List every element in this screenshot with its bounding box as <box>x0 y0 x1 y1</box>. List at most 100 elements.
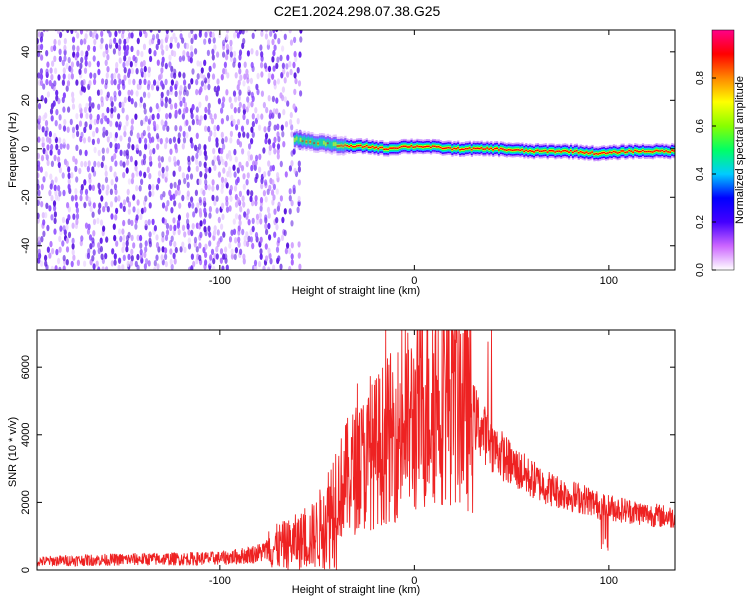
heatmap-cell <box>242 253 246 260</box>
heatmap-cell <box>71 96 75 104</box>
heatmap-cell <box>170 65 174 73</box>
heatmap-cell <box>80 160 84 168</box>
heatmap-cell <box>89 243 93 250</box>
heatmap-cell <box>529 150 532 152</box>
heatmap-cell <box>181 241 185 248</box>
heatmap-cell <box>160 67 164 74</box>
heatmap-cell <box>105 129 109 137</box>
heatmap-cell <box>65 237 69 244</box>
snr-ylabel: SNR (10 * v/v) <box>7 417 19 487</box>
heatmap-cell <box>177 214 181 221</box>
heatmap-cell <box>209 130 213 137</box>
spectrogram-ylabel: Frequency (Hz) <box>7 112 19 188</box>
heatmap-cell <box>75 79 79 86</box>
heatmap-cell <box>65 259 69 266</box>
heatmap-cell <box>37 160 41 167</box>
heatmap-cell <box>126 260 130 267</box>
heatmap-cell <box>134 260 138 268</box>
heatmap-cell <box>161 49 165 56</box>
heatmap-cell <box>622 150 625 152</box>
heatmap-cell <box>143 206 147 213</box>
heatmap-cell <box>326 142 329 145</box>
heatmap-cell <box>152 120 156 128</box>
heatmap-cell <box>242 113 246 121</box>
heatmap-cell <box>138 137 142 144</box>
heatmap-cell <box>212 229 217 237</box>
heatmap-cell <box>160 119 164 126</box>
heatmap-cell <box>281 86 285 93</box>
heatmap-cell <box>88 101 92 108</box>
heatmap-cell <box>242 201 246 208</box>
heatmap-cell <box>215 184 220 191</box>
heatmap-cell <box>89 205 93 213</box>
heatmap-cell <box>37 236 41 243</box>
heatmap-cell <box>267 125 271 133</box>
heatmap-cell <box>58 123 62 130</box>
heatmap-cell <box>106 184 110 191</box>
heatmap-cell <box>185 132 189 139</box>
heatmap-cell <box>213 85 217 93</box>
heatmap-cell <box>259 248 263 255</box>
heatmap-cell <box>464 147 468 150</box>
snr-frame <box>36 329 676 571</box>
heatmap-cell <box>259 218 263 225</box>
heatmap-cell <box>259 44 263 51</box>
heatmap-cell <box>230 253 234 260</box>
heatmap-cell <box>254 159 258 167</box>
heatmap-cell <box>297 80 302 87</box>
heatmap-cell <box>102 51 106 58</box>
heatmap-cell <box>636 150 639 152</box>
heatmap-cell <box>128 78 132 86</box>
heatmap-cell <box>37 164 41 172</box>
heatmap-cell <box>123 96 127 104</box>
heatmap-cell <box>338 145 341 147</box>
heatmap-cell <box>51 248 55 255</box>
heatmap-cell <box>130 248 134 256</box>
heatmap-cell <box>643 150 647 153</box>
heatmap-cell <box>468 147 471 149</box>
heatmap-cell <box>484 148 487 150</box>
heatmap-cell <box>222 51 226 58</box>
heatmap-cell <box>37 248 41 255</box>
heatmap-cell <box>110 213 114 220</box>
heatmap-cell <box>595 152 598 155</box>
heatmap-cell <box>297 241 301 248</box>
heatmap-cell <box>37 183 40 191</box>
heatmap-cell <box>123 67 127 74</box>
heatmap-cell <box>130 98 134 105</box>
heatmap-cell <box>62 265 66 270</box>
heatmap-cell <box>459 149 462 151</box>
heatmap-cell <box>168 137 172 145</box>
heatmap-cell <box>204 31 208 38</box>
heatmap-cell <box>246 50 250 57</box>
heatmap-cell <box>117 49 122 57</box>
heatmap-cell <box>350 144 353 147</box>
heatmap-cell <box>219 257 223 264</box>
heatmap-cell <box>54 67 58 75</box>
heatmap-cell <box>256 218 260 225</box>
heatmap-cell <box>632 151 635 153</box>
heatmap-cell <box>75 144 79 151</box>
heatmap-cell <box>144 240 148 247</box>
heatmap-cell <box>206 77 211 84</box>
heatmap-cell <box>195 132 199 139</box>
heatmap-cell <box>315 139 318 147</box>
heatmap-cell <box>125 120 129 127</box>
heatmap-cell <box>174 190 178 197</box>
heatmap-cell <box>153 266 157 270</box>
heatmap-cell <box>230 248 234 255</box>
y-tick-label: 6000 <box>20 355 32 379</box>
heatmap-cell <box>57 148 61 156</box>
heatmap-cell <box>228 205 232 212</box>
heatmap-cell <box>517 149 520 151</box>
heatmap-cell <box>238 190 242 198</box>
heatmap-cell <box>173 258 177 265</box>
heatmap-cell <box>109 141 113 149</box>
heatmap-cell <box>387 148 390 151</box>
heatmap-cell <box>474 147 477 150</box>
heatmap-cell <box>115 67 119 74</box>
heatmap-cell <box>230 229 234 236</box>
heatmap-cell <box>585 151 588 153</box>
